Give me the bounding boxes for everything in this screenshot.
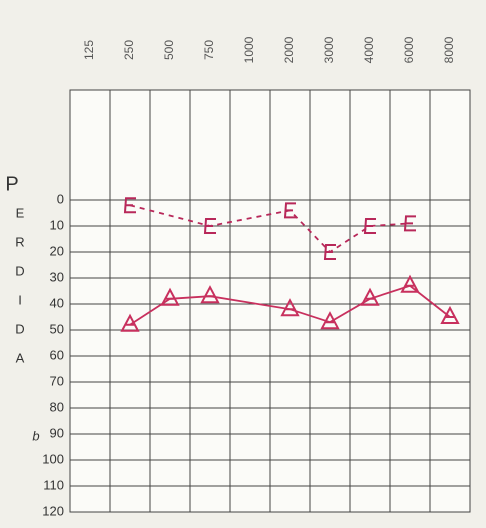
y-tick-label: 10 <box>50 217 64 232</box>
triangle-marker <box>160 287 180 306</box>
c-marker <box>123 197 136 214</box>
side-letter: E <box>16 205 25 220</box>
y-tick-label: 120 <box>42 503 64 518</box>
side-letter: D <box>15 263 24 278</box>
side-letter: R <box>15 234 24 249</box>
x-tick-label: 1000 <box>242 36 256 63</box>
c-marker <box>363 218 376 234</box>
y-tick-label: 80 <box>50 399 64 414</box>
triangle-marker <box>320 311 340 330</box>
y-tick-label: 20 <box>50 243 64 258</box>
y-tick-label: 100 <box>42 451 64 466</box>
unit-label: b <box>32 428 39 443</box>
y-tick-label: 110 <box>43 477 64 492</box>
x-tick-label: 125 <box>82 40 96 60</box>
c-marker <box>283 202 296 219</box>
triangle-marker <box>120 313 140 332</box>
c-marker <box>203 218 216 234</box>
y-tick-label: 90 <box>50 425 64 440</box>
y-tick-label: 70 <box>50 373 64 388</box>
triangle-marker <box>360 287 380 306</box>
side-letter: A <box>16 350 25 365</box>
c-marker <box>323 244 336 260</box>
x-tick-label: 8000 <box>442 36 456 63</box>
triangle-marker <box>200 285 220 304</box>
triangle-marker <box>280 298 300 317</box>
x-tick-label: 250 <box>122 40 136 60</box>
x-tick-label: 4000 <box>362 36 376 63</box>
x-tick-label: 3000 <box>322 36 336 63</box>
x-tick-label: 750 <box>202 40 216 60</box>
side-letter: D <box>15 321 24 336</box>
y-tick-label: 60 <box>50 347 64 362</box>
x-tick-label: 500 <box>162 40 176 60</box>
triangle-marker <box>440 305 460 324</box>
side-letter: I <box>18 292 22 307</box>
x-tick-label: 2000 <box>282 36 296 63</box>
c-marker <box>403 215 416 232</box>
y-tick-label: 40 <box>50 295 64 310</box>
y-tick-label: 0 <box>57 191 64 206</box>
x-tick-label: 6000 <box>402 36 416 63</box>
side-letter: P <box>5 173 18 195</box>
y-tick-label: 50 <box>50 321 64 336</box>
y-tick-label: 30 <box>50 269 64 284</box>
triangle-marker <box>400 274 420 293</box>
series-line <box>129 204 411 254</box>
